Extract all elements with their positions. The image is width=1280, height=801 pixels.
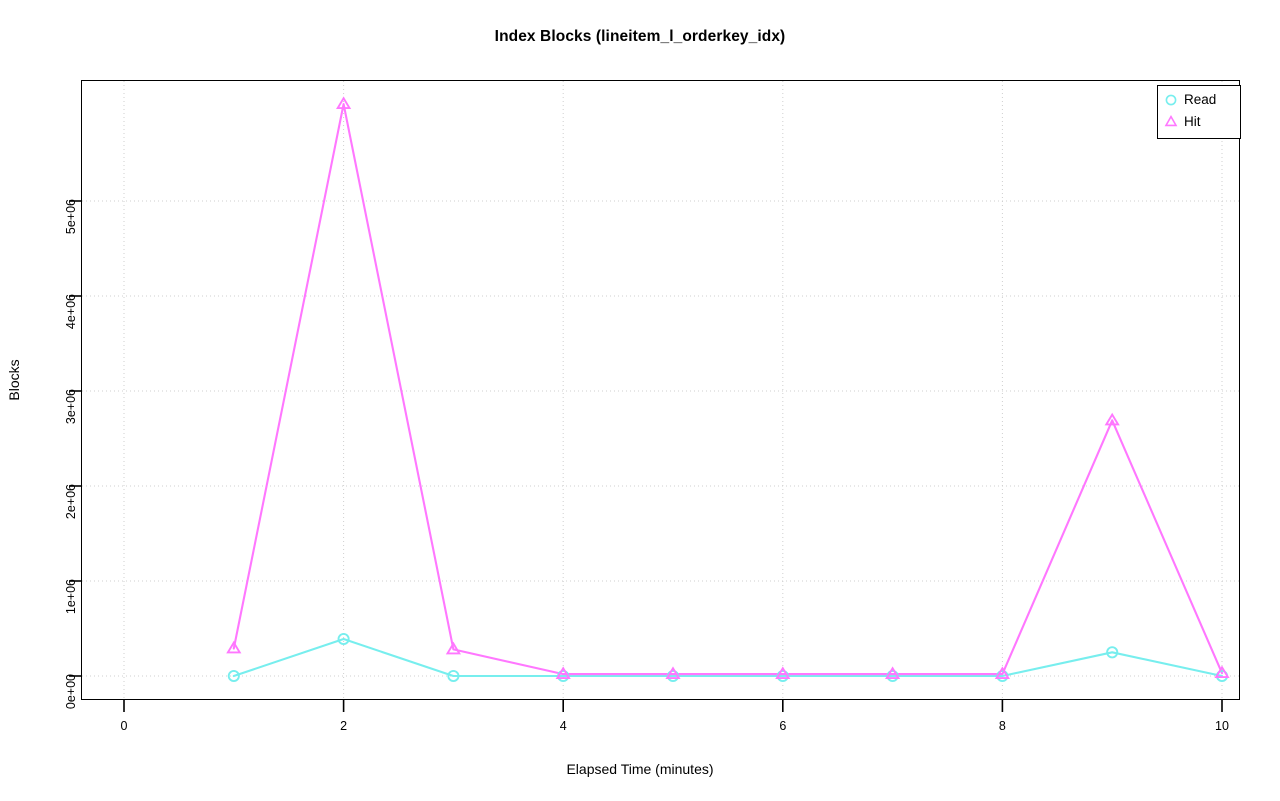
page-title: Index Blocks (lineitem_l_orderkey_idx) <box>494 28 786 45</box>
y-tick-label: 3e+06 <box>64 389 78 425</box>
legend-item-hit[interactable]: Hit <box>1158 111 1242 133</box>
circle-icon <box>1158 90 1184 110</box>
x-tick-label: 4 <box>559 719 567 733</box>
x-axis-title: Elapsed Time (minutes) <box>566 761 714 777</box>
legend: Read Hit <box>1157 85 1241 139</box>
legend-label-hit: Hit <box>1184 114 1201 129</box>
x-tick-label: 2 <box>340 719 348 733</box>
x-tick-label: 6 <box>779 719 787 733</box>
y-axis-title: Blocks <box>6 359 22 401</box>
legend-item-read[interactable]: Read <box>1158 89 1242 111</box>
x-tick-label: 0 <box>120 719 128 733</box>
y-tick-label: 1e+06 <box>64 579 78 615</box>
y-tick-label: 4e+06 <box>64 294 78 330</box>
triangle-icon <box>1158 112 1184 132</box>
y-tick-label: 2e+06 <box>64 484 78 520</box>
y-tick-label: 0e+00 <box>64 674 78 710</box>
plot-area <box>81 80 1240 700</box>
x-tick-label: 8 <box>998 719 1006 733</box>
y-tick-label: 5e+06 <box>64 199 78 235</box>
legend-label-read: Read <box>1184 92 1217 107</box>
x-tick-label: 10 <box>1215 719 1229 733</box>
